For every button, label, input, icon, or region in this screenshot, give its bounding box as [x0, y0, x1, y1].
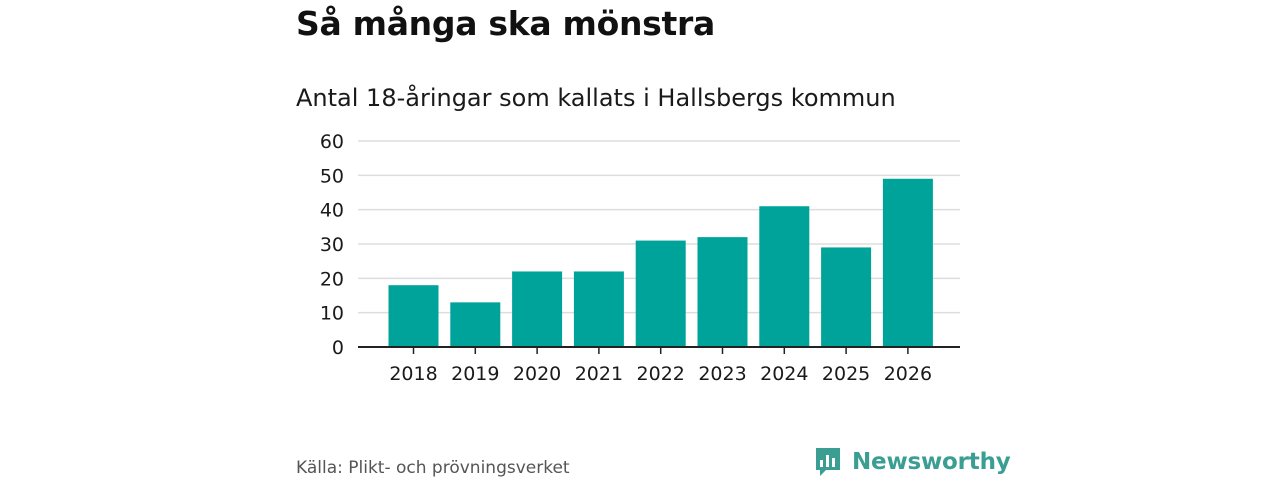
- bar: [821, 247, 872, 347]
- source-note: Källa: Plikt- och prövningsverket: [296, 458, 570, 478]
- bar: [512, 271, 563, 347]
- x-tick-label: 2026: [884, 363, 932, 385]
- y-tick-label: 50: [320, 165, 344, 187]
- newsworthy-logo-icon: [816, 448, 840, 476]
- x-tick-label: 2021: [575, 363, 623, 385]
- y-tick-label: 60: [320, 131, 344, 153]
- brand-name: Newsworthy: [852, 449, 1011, 475]
- x-tick-label: 2020: [513, 363, 561, 385]
- x-tick-label: 2022: [637, 363, 685, 385]
- bar: [635, 240, 686, 347]
- x-tick-label: 2019: [451, 363, 499, 385]
- bar: [882, 178, 933, 347]
- x-tick-label: 2025: [822, 363, 870, 385]
- bar: [759, 206, 810, 347]
- bar: [573, 271, 624, 347]
- chart-title: Så många ska mönstra: [296, 4, 715, 43]
- x-tick-label: 2023: [698, 363, 746, 385]
- y-tick-label: 30: [320, 234, 344, 256]
- y-tick-label: 40: [320, 200, 344, 222]
- y-tick-label: 0: [332, 337, 344, 359]
- y-tick-label: 20: [320, 268, 344, 290]
- x-tick-label: 2018: [389, 363, 437, 385]
- newsworthy-brand: Newsworthy: [814, 446, 1011, 478]
- bar: [697, 237, 748, 347]
- chart-subtitle: Antal 18-åringar som kallats i Hallsberg…: [296, 84, 896, 112]
- bar: [450, 302, 501, 347]
- bar: [388, 285, 439, 347]
- x-tick-label: 2024: [760, 363, 808, 385]
- y-tick-label: 10: [320, 303, 344, 325]
